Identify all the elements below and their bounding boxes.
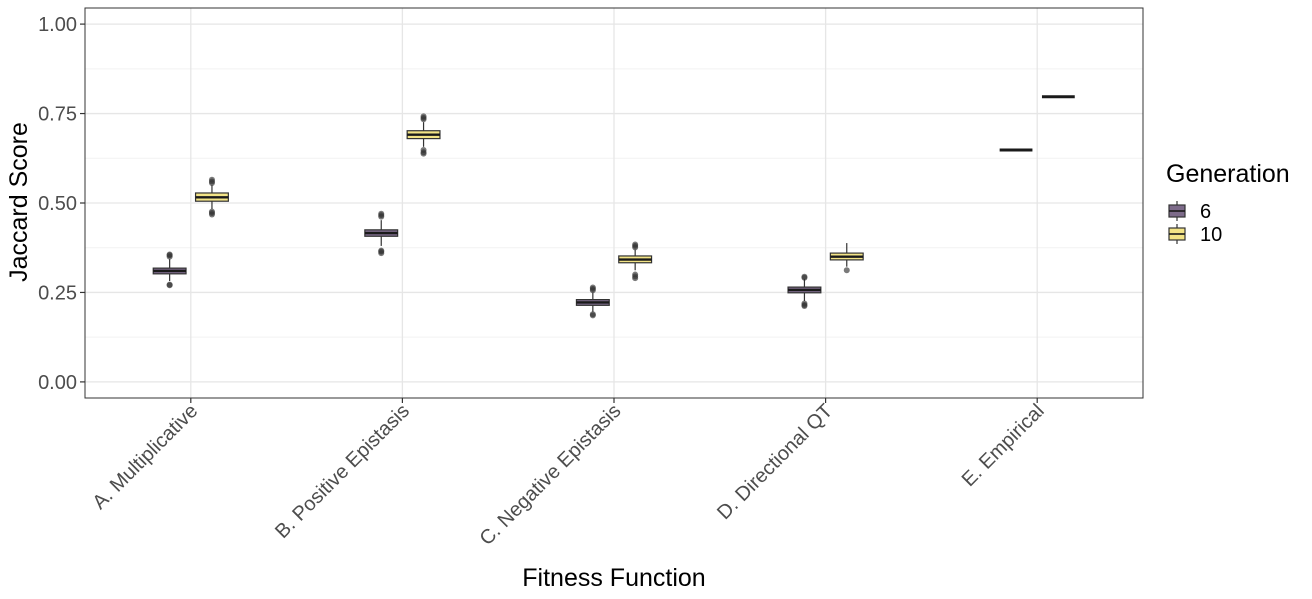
outlier-point <box>632 241 639 248</box>
box-10-1 <box>194 176 229 218</box>
outlier-point <box>801 300 808 307</box>
legend-label-10: 10 <box>1200 224 1222 246</box>
outlier-point <box>420 113 427 120</box>
x-axis: A. Multiplicative B. Positive Epistasis C.… <box>89 398 1049 550</box>
box-10-2 <box>406 113 441 157</box>
outlier-point <box>801 273 808 280</box>
plot-area <box>84 7 1144 399</box>
box-10-3 <box>618 241 653 282</box>
y-tick-label: 0.50 <box>38 193 77 215</box>
y-tick-label: 0.00 <box>38 372 77 394</box>
box-6-3 <box>575 284 610 319</box>
box-10-4 <box>829 243 864 274</box>
y-tick-label: 1.00 <box>38 14 77 36</box>
x-tick-label: C. Negative Epistasis <box>476 400 626 550</box>
outlier-point <box>843 267 850 274</box>
x-axis-title: Fitness Function <box>522 564 705 592</box>
x-tick-label: E. Empirical <box>958 400 1049 491</box>
y-axis-title: Jaccard Score <box>5 122 33 282</box>
legend: Generation 610 <box>1166 160 1290 246</box>
outlier-point <box>378 247 385 254</box>
outlier-point <box>208 176 215 183</box>
y-tick-label: 0.25 <box>38 282 77 304</box>
x-tick-label: A. Multiplicative <box>89 400 203 514</box>
x-tick-label: D. Directional QT <box>713 400 837 524</box>
outlier-point <box>166 251 173 258</box>
box-6-4 <box>787 273 822 310</box>
outlier-point <box>166 281 173 288</box>
box-6-2 <box>364 210 399 257</box>
outlier-point <box>589 311 596 318</box>
y-axis: 0.00 0.25 0.50 0.75 1.00 <box>38 14 85 394</box>
x-tick-label: B. Positive Epistasis <box>271 400 414 543</box>
outlier-point <box>378 210 385 217</box>
outlier-point <box>208 208 215 215</box>
outlier-point <box>632 271 639 278</box>
box-6-1 <box>152 251 187 289</box>
legend-key-10 <box>1168 224 1186 244</box>
legend-title: Generation <box>1166 160 1290 188</box>
legend-label-6: 6 <box>1200 201 1211 223</box>
outlier-point <box>420 147 427 154</box>
legend-key-6 <box>1168 201 1186 221</box>
y-tick-label: 0.75 <box>38 104 77 126</box>
outlier-point <box>589 284 596 291</box>
